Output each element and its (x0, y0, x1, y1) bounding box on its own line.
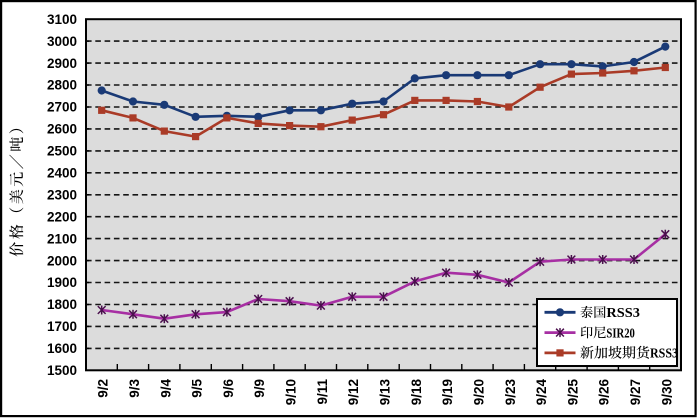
svg-text:SIR20: SIR20 (606, 325, 635, 340)
svg-text:RSS3: RSS3 (606, 305, 640, 320)
svg-text:2000: 2000 (47, 253, 77, 268)
svg-text:9/13: 9/13 (378, 379, 393, 406)
svg-text:1800: 1800 (47, 297, 77, 312)
svg-text:2400: 2400 (47, 166, 77, 181)
svg-text:1500: 1500 (47, 363, 77, 378)
svg-text:1600: 1600 (47, 341, 77, 356)
svg-text:2200: 2200 (47, 209, 77, 224)
svg-text:RSS3: RSS3 (650, 346, 678, 361)
svg-text:9/10: 9/10 (284, 379, 299, 405)
svg-text:2800: 2800 (47, 78, 77, 93)
svg-text:2300: 2300 (47, 187, 77, 202)
svg-text:9/12: 9/12 (346, 379, 361, 405)
svg-text:1700: 1700 (47, 319, 77, 334)
svg-text:2100: 2100 (47, 231, 77, 246)
svg-text:9/20: 9/20 (471, 379, 486, 405)
svg-text:9/6: 9/6 (221, 379, 236, 398)
svg-text:2600: 2600 (47, 122, 77, 137)
svg-text:9/26: 9/26 (597, 379, 612, 406)
svg-text:9/9: 9/9 (252, 379, 267, 398)
svg-text:9/11: 9/11 (315, 379, 330, 405)
svg-text:9/19: 9/19 (440, 379, 455, 405)
svg-text:9/24: 9/24 (534, 379, 549, 406)
svg-text:9/25: 9/25 (565, 379, 580, 406)
svg-text:9/23: 9/23 (503, 379, 518, 406)
svg-text:1900: 1900 (47, 275, 77, 290)
svg-text:2900: 2900 (47, 56, 77, 71)
svg-text:3100: 3100 (47, 12, 77, 27)
svg-text:2500: 2500 (47, 144, 77, 159)
svg-text:9/2: 9/2 (96, 379, 111, 398)
svg-text:3000: 3000 (47, 34, 77, 49)
svg-text:2700: 2700 (47, 100, 77, 115)
svg-text:9/3: 9/3 (127, 379, 142, 398)
svg-text:9/4: 9/4 (158, 379, 173, 398)
svg-text:9/5: 9/5 (190, 379, 205, 398)
svg-text:9/18: 9/18 (409, 379, 424, 406)
svg-text:9/30: 9/30 (659, 379, 674, 405)
svg-text:9/27: 9/27 (628, 379, 643, 405)
